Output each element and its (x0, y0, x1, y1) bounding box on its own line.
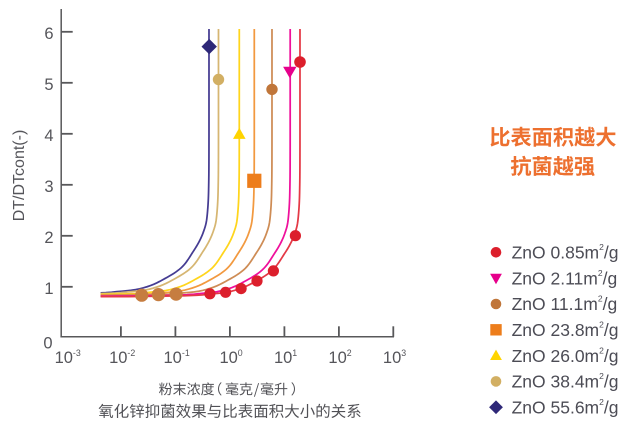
svg-text:3: 3 (401, 348, 406, 358)
svg-text:ZnO 23.8m2/g: ZnO 23.8m2/g (512, 320, 619, 341)
svg-text:ZnO 0.85m2/g: ZnO 0.85m2/g (512, 242, 619, 263)
svg-text:0: 0 (238, 348, 243, 358)
svg-text:10: 10 (164, 349, 182, 367)
svg-text:10: 10 (383, 349, 401, 367)
svg-text:6: 6 (44, 25, 53, 43)
svg-text:-2: -2 (127, 348, 135, 358)
svg-text:1: 1 (44, 280, 53, 298)
svg-text:2: 2 (44, 229, 53, 247)
svg-text:3: 3 (44, 178, 53, 196)
svg-text:2: 2 (347, 348, 352, 358)
svg-text:10: 10 (328, 349, 346, 367)
svg-text:DT/DTcont(-): DT/DTcont(-) (11, 130, 28, 222)
svg-text:ZnO 2.11m2/g: ZnO 2.11m2/g (512, 268, 618, 289)
svg-text:5: 5 (44, 76, 53, 94)
svg-text:ZnO 55.6m2/g: ZnO 55.6m2/g (512, 397, 619, 418)
svg-text:-3: -3 (73, 348, 81, 358)
svg-text:10: 10 (109, 349, 127, 367)
svg-text:10: 10 (55, 349, 73, 367)
svg-text:10: 10 (220, 349, 238, 367)
svg-text:0: 0 (43, 334, 52, 352)
svg-text:1: 1 (292, 348, 297, 358)
svg-text:ZnO 11.1m2/g: ZnO 11.1m2/g (512, 294, 618, 315)
svg-text:-1: -1 (182, 348, 190, 358)
svg-text:ZnO 26.0m2/g: ZnO 26.0m2/g (512, 345, 619, 366)
svg-text:10: 10 (274, 349, 292, 367)
svg-text:4: 4 (44, 127, 53, 145)
svg-text:ZnO 38.4m2/g: ZnO 38.4m2/g (512, 371, 619, 392)
